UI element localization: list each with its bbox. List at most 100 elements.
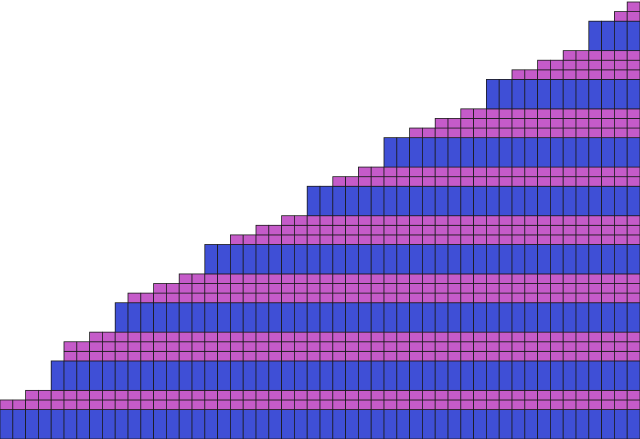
blue-block [268, 244, 282, 275]
pink-block [281, 350, 295, 362]
pink-block [588, 176, 602, 187]
blue-block [498, 185, 513, 217]
pink-block [575, 399, 590, 410]
pink-block [562, 176, 577, 187]
blue-block [127, 360, 142, 391]
pink-block [485, 389, 500, 401]
pink-block [498, 108, 513, 119]
pink-block [434, 127, 449, 139]
pink-block [485, 215, 500, 226]
blue-block [383, 137, 398, 168]
pink-block [434, 215, 449, 226]
blue-block [511, 302, 526, 333]
pink-block [345, 292, 359, 304]
pink-block [434, 389, 449, 401]
pink-block [562, 215, 577, 226]
pink-block [562, 399, 577, 410]
pink-block [511, 341, 526, 352]
pink-block [588, 292, 602, 304]
pink-block [550, 69, 564, 80]
pink-block [524, 166, 538, 178]
pink-block [357, 273, 372, 284]
block-column [50, 360, 65, 439]
pink-block [601, 59, 615, 71]
pink-block [626, 399, 640, 410]
pink-block [383, 283, 398, 294]
blue-block [357, 244, 372, 275]
pink-block [242, 292, 257, 304]
blue-block [63, 409, 78, 439]
pink-block [588, 389, 602, 401]
pink-block [217, 283, 231, 294]
pink-block [127, 389, 142, 401]
pink-block [421, 224, 436, 236]
pink-block [626, 166, 640, 178]
pink-block [460, 331, 474, 343]
pink-block [357, 224, 372, 236]
pink-block [396, 166, 410, 178]
pink-block [281, 215, 295, 226]
pink-block [204, 331, 219, 343]
pink-block [409, 273, 423, 284]
pink-block [460, 215, 474, 226]
pink-block [524, 215, 538, 226]
pink-block [511, 166, 526, 178]
pink-block [626, 389, 640, 401]
blue-block [498, 360, 513, 391]
pink-block [537, 331, 551, 343]
blue-block [306, 409, 321, 439]
blue-block [191, 360, 206, 391]
pink-block [217, 399, 231, 410]
pink-block [306, 234, 321, 245]
pink-block [626, 69, 640, 80]
pink-block [588, 283, 602, 294]
pink-block [498, 176, 513, 187]
blue-block [217, 244, 231, 275]
pink-block [498, 292, 513, 304]
block-column [575, 50, 590, 439]
pink-block [217, 350, 231, 362]
pink-block [332, 215, 346, 226]
blue-block [626, 244, 640, 275]
pink-block [601, 127, 615, 139]
blue-block [421, 244, 436, 275]
blue-block [626, 302, 640, 333]
pink-block [114, 350, 129, 362]
pink-block [562, 127, 577, 139]
blue-block [473, 409, 487, 439]
pink-block [140, 399, 155, 410]
pink-block [575, 69, 590, 80]
blue-block [498, 302, 513, 333]
pink-block [229, 331, 244, 343]
pink-block [575, 331, 590, 343]
pink-block [524, 350, 538, 362]
blue-block [575, 185, 590, 217]
pink-block [626, 234, 640, 245]
pink-block [229, 273, 244, 284]
blue-block [562, 360, 577, 391]
pink-block [293, 215, 308, 226]
blue-block [524, 360, 538, 391]
pink-block [383, 234, 398, 245]
pink-block [370, 273, 385, 284]
pink-block [511, 399, 526, 410]
blue-block [281, 409, 295, 439]
pink-block [537, 399, 551, 410]
pink-block [460, 108, 474, 119]
pink-block [165, 292, 180, 304]
pink-block [281, 341, 295, 352]
blue-block [626, 185, 640, 217]
pink-block [626, 59, 640, 71]
pink-block [562, 108, 577, 119]
blue-block [319, 302, 334, 333]
pink-block [370, 176, 385, 187]
pink-block [421, 215, 436, 226]
pink-block [383, 350, 398, 362]
blue-block [127, 409, 142, 439]
pink-block [357, 341, 372, 352]
blue-block [319, 409, 334, 439]
pink-block [575, 292, 590, 304]
pink-block [50, 399, 65, 410]
pink-block [485, 108, 500, 119]
pink-block [447, 234, 462, 245]
